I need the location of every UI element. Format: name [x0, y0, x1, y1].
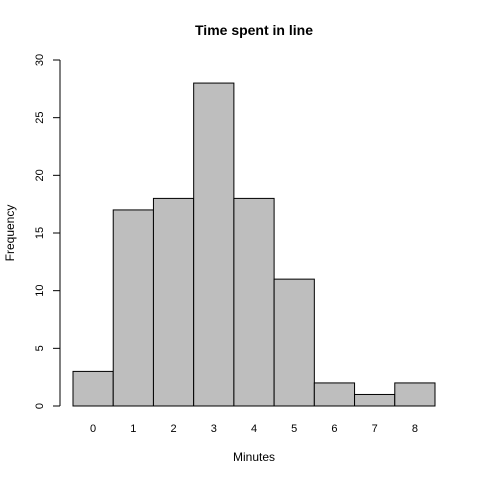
- y-tick-label-0: 0: [34, 403, 46, 409]
- y-tick-label-30: 30: [34, 54, 46, 66]
- x-tick-label-0: 0: [90, 423, 96, 435]
- y-tick-label-10: 10: [34, 285, 46, 297]
- x-tick-label-8: 8: [412, 423, 418, 435]
- bar-4: [233, 197, 275, 407]
- bar-5: [273, 278, 315, 407]
- y-tick-label-25: 25: [34, 112, 46, 124]
- y-tick-label-5: 5: [34, 345, 46, 351]
- y-axis-label: Frequency: [3, 205, 17, 262]
- x-tick-label-3: 3: [211, 423, 217, 435]
- x-tick-label-6: 6: [331, 423, 337, 435]
- x-tick-label-2: 2: [170, 423, 176, 435]
- bar-2: [152, 197, 195, 407]
- y-axis: 0 5 10 15 20 25 30: [34, 54, 61, 409]
- bars-group: [72, 82, 436, 407]
- bar-1: [112, 209, 154, 407]
- bar-6: [313, 382, 356, 407]
- chart-title: Time spent in line: [195, 22, 313, 38]
- x-tick-labels: 0 1 2 3 4 5 6 7 8: [90, 423, 418, 435]
- bar-3: [193, 82, 235, 407]
- x-tick-label-4: 4: [251, 423, 257, 435]
- x-axis-label: Minutes: [233, 450, 275, 464]
- bar-8: [394, 382, 436, 407]
- x-tick-label-7: 7: [372, 423, 378, 435]
- bar-0: [72, 370, 114, 407]
- x-tick-label-1: 1: [130, 423, 136, 435]
- y-tick-label-15: 15: [34, 227, 46, 239]
- y-tick-label-20: 20: [34, 169, 46, 181]
- bar-7: [354, 393, 396, 407]
- x-tick-label-5: 5: [291, 423, 297, 435]
